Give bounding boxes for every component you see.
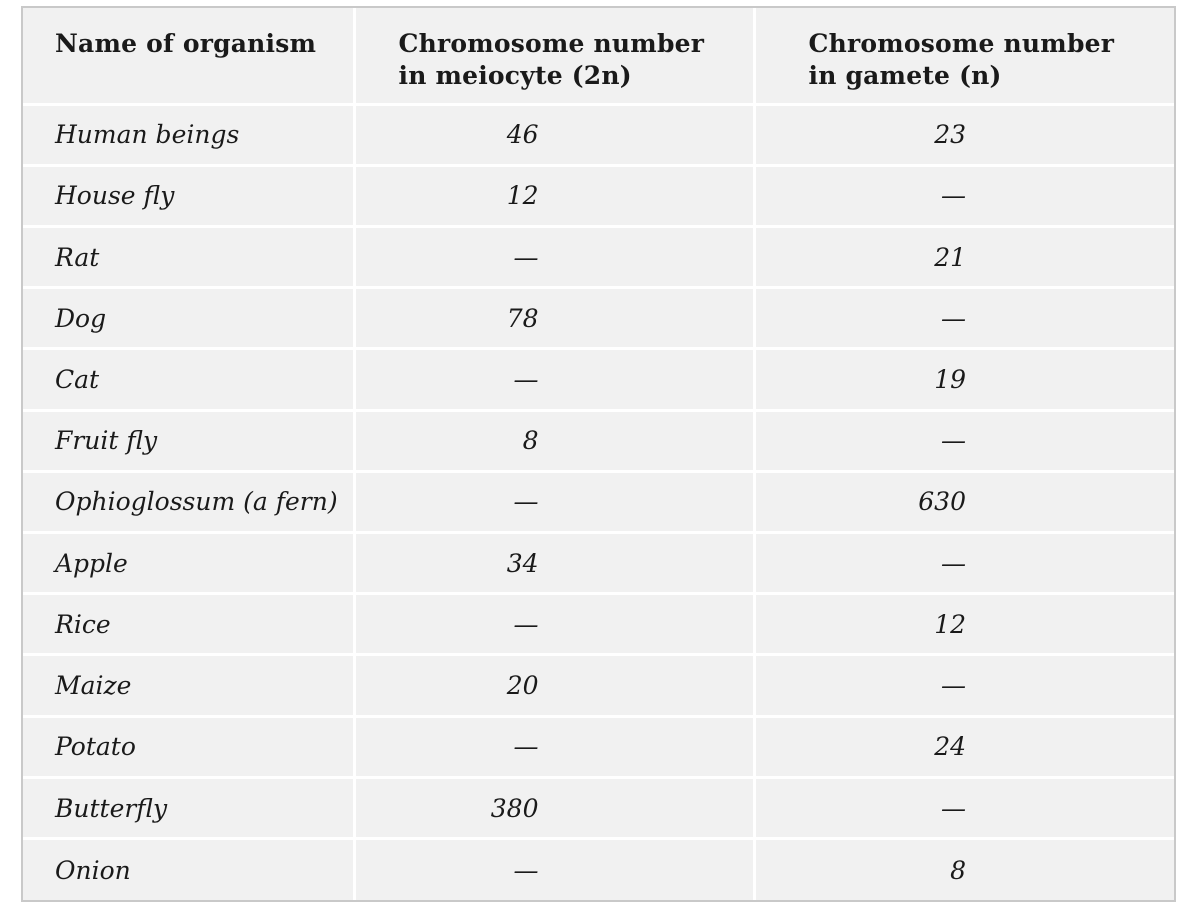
organism-name-cell: Apple <box>23 532 354 596</box>
table-row: Dog 78 — <box>23 287 1174 351</box>
organism-name-cell: Onion <box>55 855 131 885</box>
organism-name-cell: Butterfly <box>23 777 354 841</box>
gamete-count-cell: 12 <box>752 593 1174 657</box>
gamete-count-cell: 23 <box>752 104 1174 167</box>
gamete-count-cell: — <box>752 165 1174 228</box>
meiocyte-count-cell: 46 <box>352 104 754 167</box>
meiocyte-count-cell: — <box>352 593 754 657</box>
table-row: Maize 20 — <box>23 654 1174 718</box>
meiocyte-count-cell: — <box>352 716 754 779</box>
table-row: Human beings 46 23 <box>23 104 1174 167</box>
meiocyte-count-cell: 380 <box>352 777 754 841</box>
table-row: Potato — 24 <box>23 716 1174 779</box>
organism-name-cell: Maize <box>23 654 354 718</box>
gamete-count-cell: 19 <box>752 348 1174 412</box>
meiocyte-count-cell: — <box>352 471 754 535</box>
gamete-count-cell: 630 <box>752 471 1174 535</box>
header-gamete-line2: in gamete (n) <box>808 61 1002 90</box>
header-meiocyte-line2: in meiocyte (2n) <box>398 61 632 90</box>
meiocyte-count-cell: — <box>352 226 754 290</box>
gamete-count-cell: — <box>752 410 1174 473</box>
organism-name-cell: Ophioglossum (a fern) <box>23 471 354 535</box>
table-row: Rice — 12 <box>23 593 1174 657</box>
table-header-row: Name of organism Chromosome number in me… <box>23 8 1174 106</box>
header-gamete-line1: Chromosome number <box>808 29 1115 58</box>
organism-name-cell: Dog <box>23 287 354 351</box>
meiocyte-count-cell: 20 <box>352 654 754 718</box>
gamete-count-cell: 21 <box>752 226 1174 290</box>
header-organism-name: Name of organism <box>23 8 354 106</box>
table-row: Cat — 19 <box>23 348 1174 412</box>
chromosome-number-table: Name of organism Chromosome number in me… <box>23 8 1174 900</box>
gamete-count-cell: — <box>752 532 1174 596</box>
header-meiocyte-line1: Chromosome number <box>398 29 705 58</box>
table-row: House fly 12 — <box>23 165 1174 228</box>
meiocyte-count-cell: 8 <box>352 410 754 473</box>
meiocyte-count-cell: 12 <box>352 165 754 228</box>
table-row: Apple 34 — <box>23 532 1174 596</box>
table-row: Ophioglossum (a fern) — 630 <box>23 471 1174 535</box>
organism-name-cell: Fruit fly <box>23 410 354 473</box>
table-row: Onion — 8 <box>23 838 1174 900</box>
organism-name-cell: Potato <box>23 716 354 779</box>
organism-name-cell: Cat <box>23 348 354 412</box>
organism-name-cell: Human beings <box>23 104 354 167</box>
meiocyte-count-cell: — <box>352 838 754 900</box>
gamete-count-cell: 8 <box>752 838 1174 900</box>
table-row: Fruit fly 8 — <box>23 410 1174 473</box>
meiocyte-count-cell: 34 <box>352 532 754 596</box>
gamete-count-cell: — <box>752 777 1174 841</box>
header-meiocyte-number: Chromosome number in meiocyte (2n) <box>352 8 754 106</box>
organism-name-cell: Rat <box>23 226 354 290</box>
meiocyte-count-cell: 78 <box>352 287 754 351</box>
organism-name-cell: House fly <box>23 165 354 228</box>
meiocyte-count-cell: — <box>352 348 754 412</box>
table-row: Rat — 21 <box>23 226 1174 290</box>
gamete-count-cell: 24 <box>752 716 1174 779</box>
gamete-count-cell: — <box>752 287 1174 351</box>
chromosome-table-frame: Name of organism Chromosome number in me… <box>21 6 1176 902</box>
gamete-count-cell: — <box>752 654 1174 718</box>
organism-name-cell: Rice <box>23 593 354 657</box>
header-gamete-number: Chromosome number in gamete (n) <box>752 8 1174 106</box>
header-organism-label: Name of organism <box>55 29 317 58</box>
table-row: Butterfly 380 — <box>23 777 1174 841</box>
